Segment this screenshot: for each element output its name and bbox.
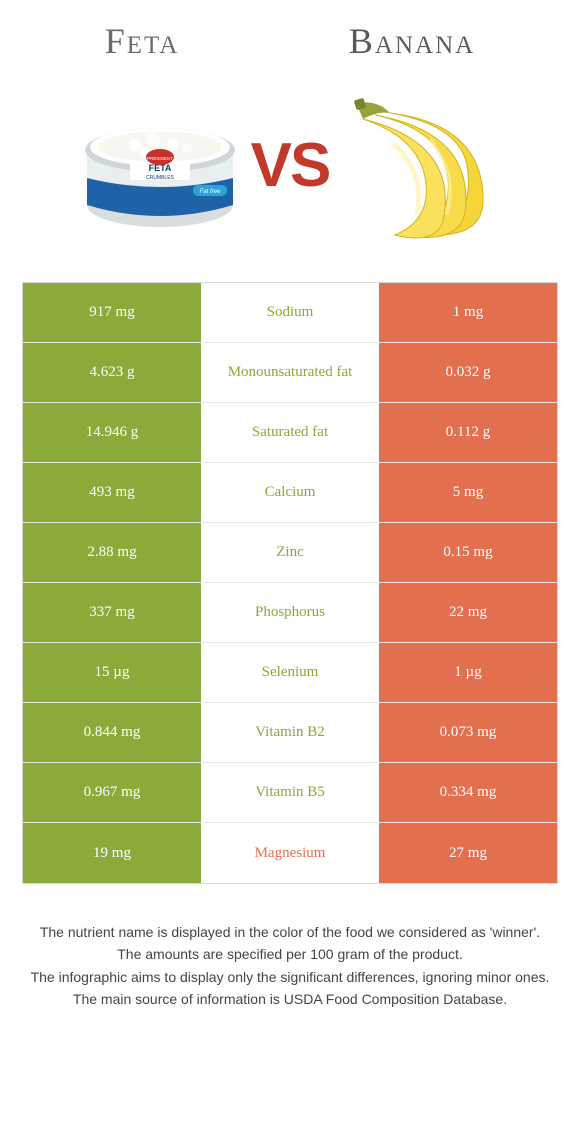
table-row: 14.946 gSaturated fat0.112 g <box>23 403 557 463</box>
table-row: 4.623 gMonounsaturated fat0.032 g <box>23 343 557 403</box>
feta-value: 4.623 g <box>23 343 201 402</box>
feta-image: FETA CRUMBLES PRÉSIDENT Fat free <box>75 85 245 245</box>
table-row: 337 mgPhosphorus22 mg <box>23 583 557 643</box>
feta-value: 19 mg <box>23 823 201 883</box>
vs-label: VS <box>251 130 330 201</box>
table-row: 0.967 mgVitamin B50.334 mg <box>23 763 557 823</box>
banana-value: 1 mg <box>379 283 557 342</box>
nutrient-name: Calcium <box>201 463 379 522</box>
nutrient-name: Zinc <box>201 523 379 582</box>
banana-value: 1 µg <box>379 643 557 702</box>
svg-text:PRÉSIDENT: PRÉSIDENT <box>147 155 173 161</box>
banana-value: 5 mg <box>379 463 557 522</box>
food-title-left: Feta <box>105 20 180 62</box>
nutrient-name: Vitamin B2 <box>201 703 379 762</box>
svg-text:CRUMBLES: CRUMBLES <box>146 175 174 181</box>
nutrient-name: Monounsaturated fat <box>201 343 379 402</box>
table-row: 2.88 mgZinc0.15 mg <box>23 523 557 583</box>
feta-value: 0.844 mg <box>23 703 201 762</box>
footer-notes: The nutrient name is displayed in the co… <box>26 922 554 1009</box>
table-row: 15 µgSelenium1 µg <box>23 643 557 703</box>
header: Feta Banana <box>0 0 580 72</box>
nutrient-name: Magnesium <box>201 823 379 883</box>
hero-row: FETA CRUMBLES PRÉSIDENT Fat free VS <box>0 72 580 272</box>
banana-value: 27 mg <box>379 823 557 883</box>
banana-value: 22 mg <box>379 583 557 642</box>
banana-value: 0.032 g <box>379 343 557 402</box>
footer-line-2: The amounts are specified per 100 gram o… <box>26 944 554 964</box>
nutrient-name: Saturated fat <box>201 403 379 462</box>
banana-image <box>335 85 505 245</box>
footer-line-3: The infographic aims to display only the… <box>26 967 554 987</box>
feta-value: 15 µg <box>23 643 201 702</box>
nutrient-name: Selenium <box>201 643 379 702</box>
table-row: 19 mgMagnesium27 mg <box>23 823 557 883</box>
footer-line-1: The nutrient name is displayed in the co… <box>26 922 554 942</box>
feta-value: 337 mg <box>23 583 201 642</box>
table-row: 493 mgCalcium5 mg <box>23 463 557 523</box>
food-title-right: Banana <box>349 20 475 62</box>
nutrient-table: 917 mgSodium1 mg4.623 gMonounsaturated f… <box>22 282 558 884</box>
nutrient-name: Sodium <box>201 283 379 342</box>
nutrient-name: Phosphorus <box>201 583 379 642</box>
feta-value: 917 mg <box>23 283 201 342</box>
feta-value: 14.946 g <box>23 403 201 462</box>
banana-value: 0.334 mg <box>379 763 557 822</box>
banana-value: 0.112 g <box>379 403 557 462</box>
svg-text:Fat free: Fat free <box>199 189 220 195</box>
banana-value: 0.073 mg <box>379 703 557 762</box>
feta-value: 0.967 mg <box>23 763 201 822</box>
footer-line-4: The main source of information is USDA F… <box>26 989 554 1009</box>
feta-value: 2.88 mg <box>23 523 201 582</box>
table-row: 917 mgSodium1 mg <box>23 283 557 343</box>
nutrient-name: Vitamin B5 <box>201 763 379 822</box>
feta-value: 493 mg <box>23 463 201 522</box>
table-row: 0.844 mgVitamin B20.073 mg <box>23 703 557 763</box>
banana-value: 0.15 mg <box>379 523 557 582</box>
